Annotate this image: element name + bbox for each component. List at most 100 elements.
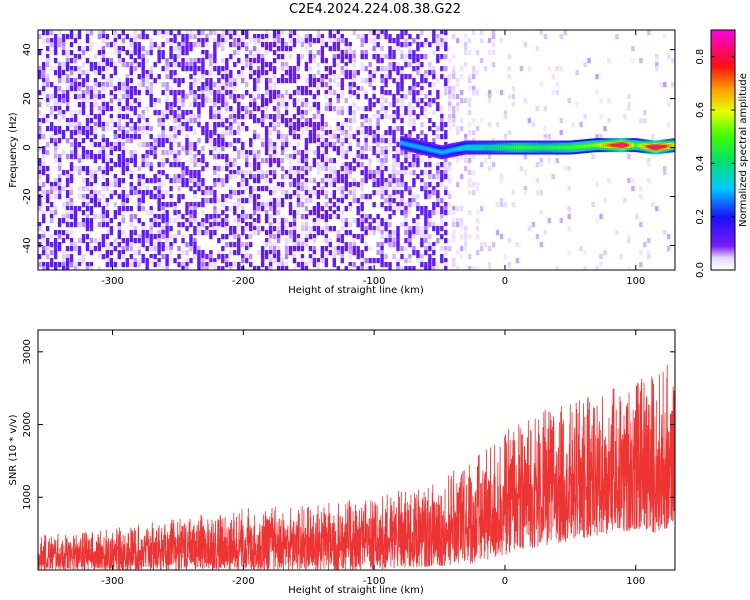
heatmap-cell	[535, 46, 540, 52]
heatmap-cell	[444, 86, 448, 92]
heatmap-cell	[249, 198, 253, 204]
heatmap-cell	[404, 134, 408, 140]
heatmap-cell	[324, 130, 329, 136]
heatmap-cell	[141, 70, 145, 76]
heatmap-cell	[233, 30, 237, 36]
heatmap-cell	[93, 98, 98, 104]
heatmap-cell	[201, 38, 205, 44]
heatmap-cell	[113, 50, 118, 56]
heatmap-cell	[221, 42, 225, 48]
heatmap-cell	[264, 70, 269, 76]
signal-band-cell	[615, 143, 618, 147]
heatmap-cell	[169, 42, 173, 48]
heatmap-cell	[221, 202, 225, 208]
heatmap-cell	[97, 94, 102, 100]
heatmap-cell	[221, 198, 225, 204]
heatmap-cell	[225, 178, 229, 184]
heatmap-cell	[304, 158, 309, 164]
heatmap-cell	[81, 50, 86, 56]
heatmap-cell	[137, 46, 141, 52]
heatmap-cell	[237, 250, 241, 256]
heatmap-cell	[360, 62, 364, 68]
heatmap-cell	[197, 186, 201, 192]
heatmap-cell	[209, 86, 213, 92]
heatmap-cell	[400, 194, 404, 200]
heatmap-cell	[340, 50, 344, 56]
heatmap-cell	[101, 206, 106, 212]
heatmap-cell	[336, 150, 340, 156]
heatmap-cell	[312, 54, 317, 60]
heatmap-cell	[396, 190, 400, 196]
heatmap-cell	[312, 206, 317, 212]
heatmap-cell	[368, 62, 372, 68]
heatmap-cell	[388, 126, 392, 132]
heatmap-cell	[237, 70, 241, 76]
heatmap-cell	[221, 38, 225, 44]
signal-band-cell	[434, 149, 437, 153]
heatmap-cell	[237, 114, 241, 120]
heatmap-cell	[125, 98, 129, 104]
heatmap-cell	[368, 258, 372, 264]
heatmap-cell	[53, 46, 58, 52]
heatmap-cell	[237, 266, 241, 270]
heatmap-cell	[141, 74, 145, 80]
heatmap-cell	[503, 114, 508, 120]
heatmap-cell	[364, 138, 368, 144]
heatmap-cell	[141, 30, 145, 36]
heatmap-cell	[245, 258, 249, 264]
heatmap-cell	[213, 98, 217, 104]
heatmap-cell	[448, 98, 452, 104]
heatmap-cell	[189, 202, 193, 208]
heatmap-cell	[507, 66, 512, 72]
heatmap-cell	[408, 170, 412, 176]
heatmap-cell	[264, 150, 269, 156]
heatmap-cell	[205, 162, 209, 168]
heatmap-cell	[117, 222, 122, 228]
heatmap-cell	[444, 134, 448, 140]
heatmap-cell	[125, 138, 129, 144]
heatmap-cell	[237, 262, 241, 268]
heatmap-cell	[284, 242, 289, 248]
signal-band-cell	[475, 145, 479, 150]
heatmap-cell	[57, 30, 62, 36]
heatmap-cell	[368, 118, 372, 124]
heatmap-cell	[535, 178, 540, 184]
heatmap-cell	[101, 50, 106, 56]
heatmap-cell	[49, 106, 54, 112]
heatmap-cell	[428, 266, 432, 270]
heatmap-cell	[300, 186, 305, 192]
heatmap-cell	[475, 266, 480, 270]
heatmap-cell	[380, 178, 384, 184]
heatmap-cell	[372, 94, 376, 100]
heatmap-cell	[280, 222, 285, 228]
heatmap-cell	[288, 206, 293, 212]
heatmap-cell	[479, 30, 484, 36]
heatmap-cell	[388, 138, 392, 144]
heatmap-cell	[137, 178, 141, 184]
heatmap-cell	[113, 130, 118, 136]
heatmap-cell	[65, 258, 70, 264]
heatmap-cell	[221, 146, 225, 152]
heatmap-cell	[252, 134, 257, 140]
signal-band-cell	[489, 145, 493, 150]
heatmap-cell	[61, 230, 66, 236]
heatmap-cell	[412, 178, 416, 184]
heatmap-cell	[260, 34, 265, 40]
heatmap-cell	[93, 174, 98, 180]
heatmap-cell	[205, 226, 209, 232]
heatmap-cell	[256, 86, 261, 92]
heatmap-cell	[276, 46, 281, 52]
heatmap-cell	[57, 154, 62, 160]
heatmap-cell	[157, 186, 161, 192]
heatmap-cell	[280, 118, 285, 124]
heatmap-cell	[392, 130, 396, 136]
heatmap-cell	[129, 174, 133, 180]
heatmap-cell	[165, 58, 169, 64]
heatmap-cell	[551, 74, 555, 80]
heatmap-cell	[69, 178, 74, 184]
heatmap-cell	[471, 30, 476, 36]
heatmap-cell	[185, 206, 189, 212]
heatmap-cell	[177, 46, 181, 52]
heatmap-cell	[93, 246, 98, 252]
signal-band-cell	[607, 143, 610, 147]
